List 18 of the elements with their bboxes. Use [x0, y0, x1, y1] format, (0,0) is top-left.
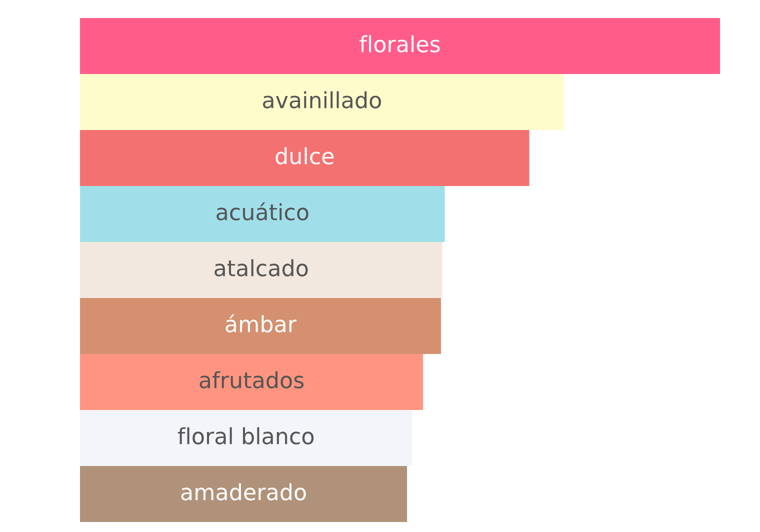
y-tick-label: ámbar — [226, 314, 297, 332]
y-tick-label: dulce — [276, 147, 334, 164]
bar — [80, 410, 412, 466]
bar — [80, 18, 720, 74]
bar — [80, 298, 441, 354]
bar — [80, 242, 442, 298]
bar — [80, 466, 408, 522]
bar — [80, 186, 445, 242]
bar — [80, 74, 564, 130]
y-tick-label: atalcado — [214, 259, 308, 276]
y-tick-label: floral blanco — [178, 427, 314, 444]
y-tick-label: acuático — [216, 202, 308, 220]
y-tick-label: afrutados — [200, 371, 304, 388]
y-tick-label: avainillado — [263, 91, 381, 108]
bar — [80, 130, 530, 186]
y-tick-label: florales — [360, 35, 440, 52]
bar — [80, 354, 424, 410]
y-tick-label: amaderado — [181, 483, 306, 500]
